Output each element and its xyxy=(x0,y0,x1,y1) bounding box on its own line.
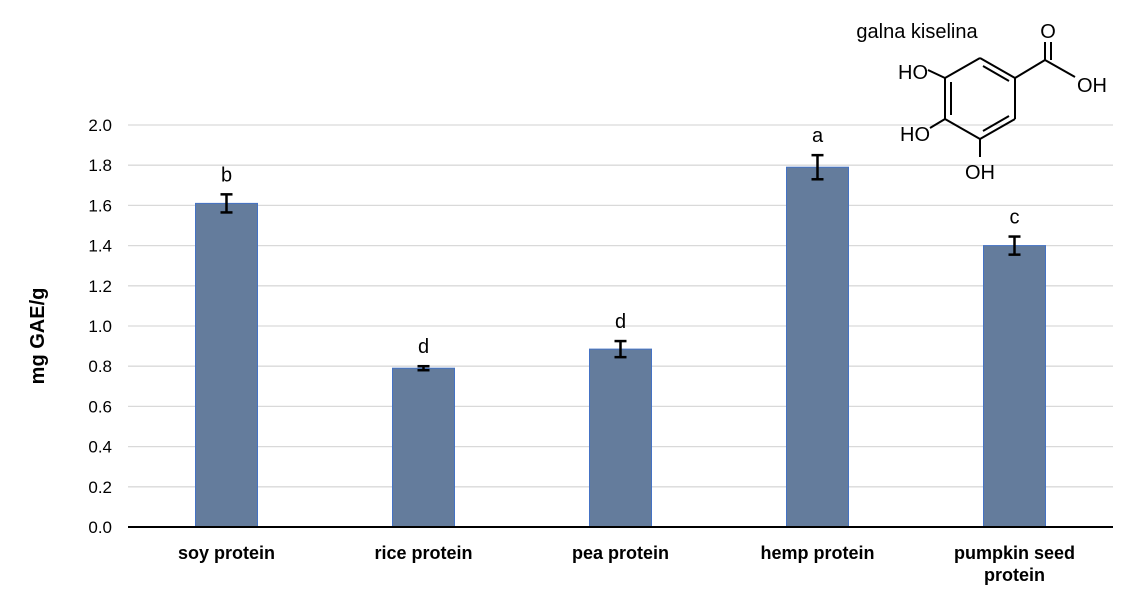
significance-letter: d xyxy=(615,311,626,333)
gallic-acid-structure: galna kiselina HO HO OH O OH xyxy=(856,21,1107,184)
significance-letters: b d d a c xyxy=(221,125,1020,358)
bar xyxy=(786,166,849,528)
y-tick-label: 1.6 xyxy=(88,196,112,215)
significance-letter: d xyxy=(418,336,429,358)
y-axis-label: mg GAE/g xyxy=(27,288,49,385)
gridlines xyxy=(128,124,1113,488)
y-tick-label: 0.8 xyxy=(88,357,112,376)
bar xyxy=(392,367,455,528)
carbonyl-oxygen: O xyxy=(1040,21,1056,43)
x-category-labels: soy protein rice protein pea protein hemp p… xyxy=(178,543,1075,585)
y-tick-label: 1.8 xyxy=(88,156,112,175)
x-category-label: protein xyxy=(984,565,1045,585)
y-tick-label: 0.4 xyxy=(88,438,112,457)
significance-letter: c xyxy=(1010,207,1020,229)
benzene-ring xyxy=(927,42,1076,157)
x-category-label: hemp protein xyxy=(760,543,874,563)
bar xyxy=(195,202,258,528)
x-category-label: soy protein xyxy=(178,543,275,563)
ho-group-top: HO xyxy=(898,62,928,84)
ho-group-middle: HO xyxy=(900,124,930,146)
oh-group-acid: OH xyxy=(1077,75,1107,97)
y-tick-label: 1.2 xyxy=(88,277,112,296)
oh-group-bottom: OH xyxy=(965,162,995,184)
x-category-label: pea protein xyxy=(572,543,669,563)
error-bar xyxy=(417,364,430,372)
error-bars xyxy=(220,153,1021,372)
significance-letter: a xyxy=(812,125,824,147)
y-tick-label: 0.6 xyxy=(88,397,112,416)
significance-letter: b xyxy=(221,164,232,186)
y-tick-labels: 0.0 0.2 0.4 0.6 0.8 1.0 1.2 1.4 1.6 1.8 2.0 xyxy=(88,116,112,537)
y-tick-label: 1.4 xyxy=(88,237,112,256)
error-bar xyxy=(220,193,233,214)
y-tick-label: 0.2 xyxy=(88,478,112,497)
bar xyxy=(983,245,1046,528)
error-bar xyxy=(1008,235,1021,256)
y-tick-label: 1.0 xyxy=(88,317,112,336)
structure-title: galna kiselina xyxy=(856,21,978,43)
error-bar xyxy=(614,339,627,359)
x-category-label: pumpkin seed xyxy=(954,543,1075,563)
error-bar xyxy=(811,153,824,181)
y-tick-label: 0.0 xyxy=(88,518,112,537)
bar xyxy=(589,348,652,528)
y-tick-label: 2.0 xyxy=(88,116,112,135)
x-category-label: rice protein xyxy=(374,543,472,563)
